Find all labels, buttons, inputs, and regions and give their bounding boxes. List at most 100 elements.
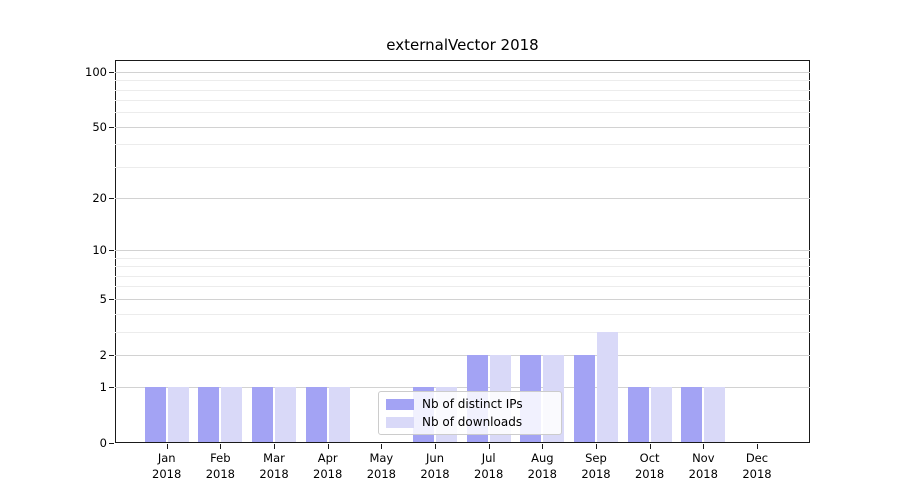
minor-gridline — [115, 286, 810, 288]
x-tick-label: Dec 2018 — [725, 450, 789, 482]
x-tick-label-line: 2018 — [366, 467, 396, 481]
x-tick-label-line: Jan — [157, 451, 176, 465]
bar-downloads — [650, 387, 672, 442]
major-gridline — [115, 250, 810, 252]
major-gridline — [115, 387, 810, 389]
x-tick-label-line: Dec — [745, 451, 769, 465]
x-tick-label-line: Apr — [317, 451, 338, 465]
minor-gridline — [115, 331, 810, 333]
x-tick-mark — [274, 444, 276, 449]
major-gridline — [115, 354, 810, 356]
legend-row-downloads: Nb of downloads — [386, 415, 553, 429]
x-tick-mark — [649, 444, 651, 449]
minor-gridline — [115, 313, 810, 315]
legend-swatch-distinct-ips — [386, 398, 414, 410]
x-tick-label-line: 2018 — [527, 467, 557, 481]
y-tick-mark — [109, 198, 114, 200]
x-tick-mark — [327, 444, 329, 449]
x-tick-label-line: 2018 — [634, 467, 665, 481]
bar-downloads — [328, 387, 350, 442]
minor-gridline — [115, 144, 810, 146]
bar-downloads — [596, 331, 618, 442]
x-tick-label-line: 2018 — [313, 467, 343, 481]
bar-distinct-ips — [627, 387, 649, 442]
y-tick-label: 1 — [99, 380, 107, 395]
x-tick-label-line: 2018 — [152, 467, 182, 481]
x-tick-label-line: Jun — [426, 451, 444, 465]
bar-downloads — [221, 387, 243, 442]
bar-distinct-ips — [305, 387, 327, 442]
x-tick-label: Aug 2018 — [510, 450, 574, 482]
x-tick-mark — [542, 444, 544, 449]
plot-area — [115, 60, 810, 443]
x-tick-label: Oct 2018 — [618, 450, 682, 482]
x-tick-label-line: 2018 — [688, 467, 718, 481]
y-tick-label: 10 — [92, 243, 107, 258]
x-tick-label: Jan 2018 — [135, 450, 199, 482]
minor-gridline — [115, 112, 810, 114]
y-tick-mark — [109, 71, 114, 73]
x-tick-mark — [435, 444, 436, 449]
x-tick-label-line: Sep — [585, 451, 607, 465]
y-tick-label: 20 — [92, 191, 107, 206]
y-tick-mark — [109, 443, 114, 444]
x-tick-label-line: Mar — [263, 451, 285, 465]
x-tick-label: Apr 2018 — [296, 450, 360, 482]
x-tick-label: Mar 2018 — [242, 450, 306, 482]
legend-label-downloads: Nb of downloads — [422, 415, 523, 429]
minor-gridline — [115, 166, 810, 168]
y-tick-label: 2 — [99, 347, 107, 362]
y-tick-label: 5 — [99, 291, 107, 306]
bar-distinct-ips — [198, 387, 220, 442]
bar-distinct-ips — [252, 387, 274, 442]
x-tick-mark — [220, 444, 222, 449]
y-tick-label: 100 — [85, 64, 107, 79]
minor-gridline — [115, 89, 810, 91]
x-tick-label-line: 2018 — [581, 467, 611, 481]
major-gridline — [115, 126, 810, 128]
x-tick-label: Feb 2018 — [188, 450, 252, 482]
y-tick-mark — [109, 387, 114, 389]
x-tick-mark — [488, 444, 490, 449]
x-tick-mark — [756, 444, 758, 449]
x-tick-label-line: 2018 — [205, 467, 235, 481]
major-gridline — [115, 298, 810, 300]
y-tick-label: 0 — [99, 436, 107, 450]
bar-downloads — [275, 387, 297, 442]
chart-title: externalVector 2018 — [386, 36, 539, 54]
major-gridline — [115, 198, 810, 200]
bar-distinct-ips — [681, 387, 703, 442]
x-tick-label-line: 2018 — [474, 467, 504, 481]
x-tick-mark — [381, 444, 383, 449]
bar-downloads — [167, 387, 189, 442]
minor-gridline — [115, 100, 810, 102]
minor-gridline — [115, 257, 810, 259]
legend-label-distinct-ips: Nb of distinct IPs — [422, 397, 523, 411]
bar-distinct-ips — [144, 387, 166, 442]
x-tick-label: Jun 2018 — [403, 450, 467, 482]
y-tick-mark — [109, 250, 114, 252]
bar-downloads — [704, 387, 726, 442]
y-tick-mark — [109, 126, 114, 128]
x-tick-label-line: Jul — [481, 451, 496, 465]
x-tick-label: May 2018 — [349, 450, 413, 482]
legend-row-distinct-ips: Nb of distinct IPs — [386, 397, 553, 411]
minor-gridline — [115, 275, 810, 277]
x-tick-label-line: Aug — [531, 451, 554, 465]
x-tick-label-line: Nov — [692, 451, 715, 465]
x-tick-label-line: May — [369, 451, 394, 465]
x-tick-label: Nov 2018 — [671, 450, 735, 482]
legend-swatch-downloads — [386, 416, 414, 428]
y-tick-mark — [109, 298, 114, 300]
minor-gridline — [115, 80, 810, 82]
x-tick-label: Sep 2018 — [564, 450, 628, 482]
x-tick-label-line: 2018 — [259, 467, 289, 481]
x-tick-mark — [703, 444, 705, 449]
x-tick-label-line: 2018 — [742, 467, 772, 481]
minor-gridline — [115, 266, 810, 268]
x-tick-label: Jul 2018 — [457, 450, 521, 482]
x-tick-label-line: Oct — [639, 451, 660, 465]
bar-distinct-ips — [573, 354, 595, 442]
y-tick-mark — [109, 354, 114, 356]
